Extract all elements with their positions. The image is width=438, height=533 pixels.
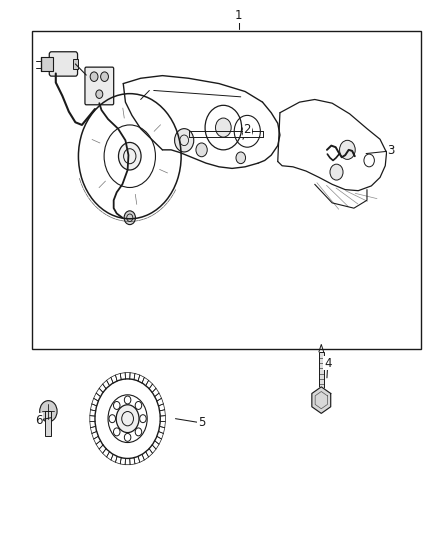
FancyBboxPatch shape bbox=[49, 52, 78, 76]
Circle shape bbox=[124, 433, 131, 441]
Bar bbox=[32, 30, 421, 349]
Bar bbox=[46, 411, 51, 436]
Text: 3: 3 bbox=[387, 144, 395, 157]
Circle shape bbox=[215, 118, 231, 137]
Circle shape bbox=[119, 142, 141, 170]
Text: 5: 5 bbox=[198, 416, 205, 430]
Circle shape bbox=[135, 428, 142, 436]
Circle shape bbox=[40, 401, 57, 422]
Text: 1: 1 bbox=[235, 9, 242, 22]
Circle shape bbox=[124, 211, 135, 224]
Circle shape bbox=[339, 140, 355, 159]
Circle shape bbox=[236, 152, 246, 164]
Circle shape bbox=[116, 405, 139, 433]
Circle shape bbox=[330, 164, 343, 180]
Circle shape bbox=[175, 128, 194, 152]
FancyBboxPatch shape bbox=[85, 67, 114, 105]
Circle shape bbox=[109, 415, 116, 423]
Circle shape bbox=[135, 401, 142, 409]
Circle shape bbox=[140, 415, 146, 423]
Text: 2: 2 bbox=[244, 123, 251, 136]
Circle shape bbox=[124, 396, 131, 404]
Circle shape bbox=[96, 90, 103, 99]
Bar bbox=[41, 56, 53, 71]
Circle shape bbox=[113, 401, 120, 409]
Circle shape bbox=[113, 428, 120, 436]
Circle shape bbox=[90, 72, 98, 82]
Text: 4: 4 bbox=[324, 357, 332, 369]
Circle shape bbox=[101, 72, 109, 82]
Bar bbox=[319, 352, 324, 388]
Text: 6: 6 bbox=[35, 414, 42, 427]
Circle shape bbox=[196, 143, 207, 157]
Bar bbox=[73, 59, 78, 69]
Polygon shape bbox=[312, 387, 331, 414]
